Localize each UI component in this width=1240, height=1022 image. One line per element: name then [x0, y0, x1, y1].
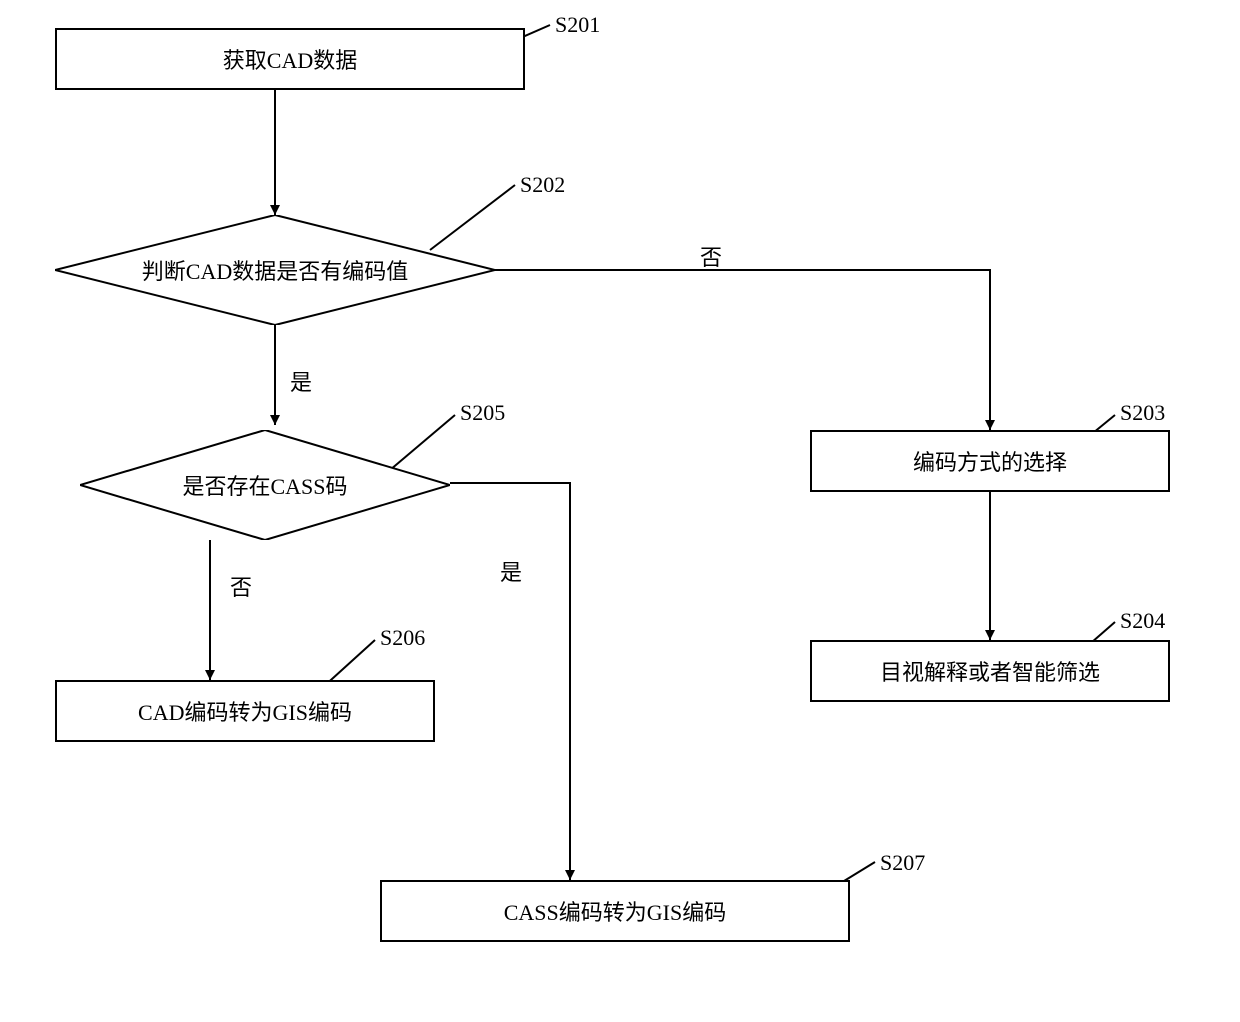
node-s204: 目视解释或者智能筛选 — [810, 640, 1170, 702]
node-s203: 编码方式的选择 — [810, 430, 1170, 492]
node-s205-label: 是否存在CASS码 — [182, 469, 347, 501]
step-label-s206: S206 — [380, 625, 425, 651]
node-s201-label: 获取CAD数据 — [223, 43, 357, 75]
edge-label-no1: 否 — [700, 240, 722, 272]
node-s205: 是否存在CASS码 — [80, 430, 450, 540]
node-s207: CASS编码转为GIS编码 — [380, 880, 850, 942]
node-s207-label: CASS编码转为GIS编码 — [504, 895, 726, 927]
step-label-s203: S203 — [1120, 400, 1165, 426]
node-s206-label: CAD编码转为GIS编码 — [138, 695, 352, 727]
edge-label-yes2: 是 — [500, 555, 522, 587]
step-label-s207: S207 — [880, 850, 925, 876]
node-s204-label: 目视解释或者智能筛选 — [880, 655, 1100, 687]
edge-label-yes1: 是 — [290, 365, 312, 397]
node-s202: 判断CAD数据是否有编码值 — [55, 215, 495, 325]
step-label-s201: S201 — [555, 12, 600, 38]
node-s202-label: 判断CAD数据是否有编码值 — [142, 254, 408, 286]
edge-label-no2: 否 — [230, 570, 252, 602]
step-label-s205: S205 — [460, 400, 505, 426]
step-label-s202: S202 — [520, 172, 565, 198]
node-s201: 获取CAD数据 — [55, 28, 525, 90]
flowchart-canvas: 获取CAD数据 S201 判断CAD数据是否有编码值 S202 是否存在CASS… — [0, 0, 1240, 1022]
step-label-s204: S204 — [1120, 608, 1165, 634]
node-s206: CAD编码转为GIS编码 — [55, 680, 435, 742]
node-s203-label: 编码方式的选择 — [913, 445, 1067, 477]
